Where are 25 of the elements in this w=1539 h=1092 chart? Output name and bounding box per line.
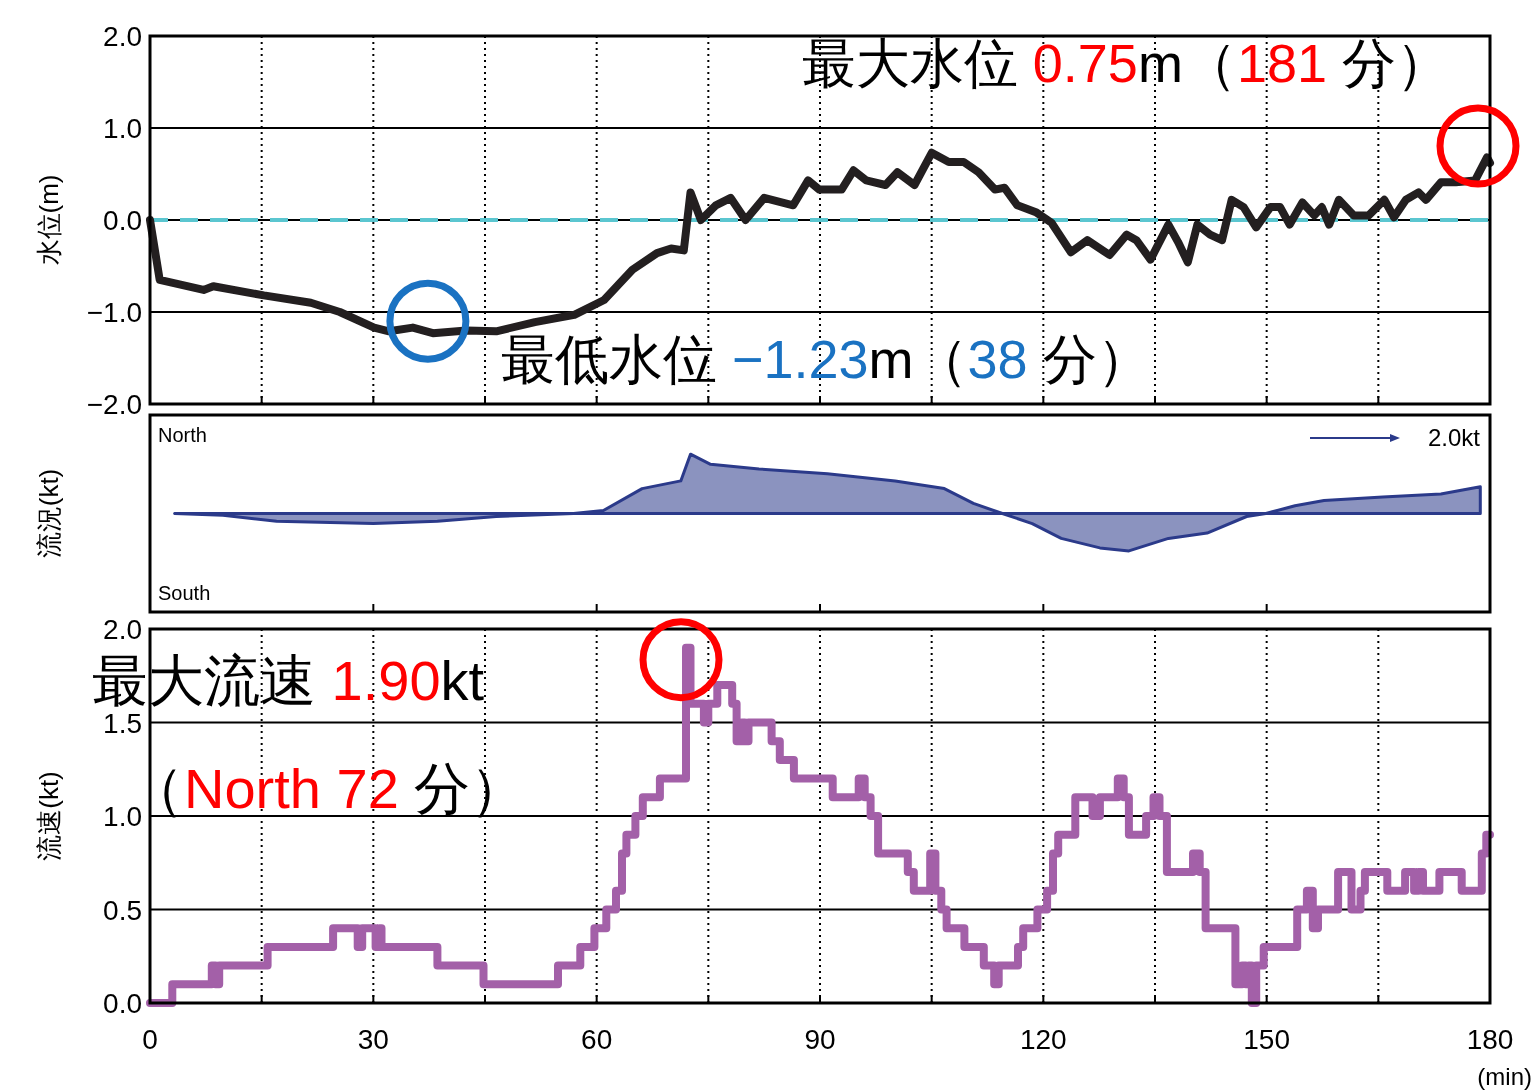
y-tick-label: 0.5 [103,894,142,926]
x-axis-title: (min) [1477,1063,1532,1090]
y-tick-label: 0.0 [103,988,142,1019]
y-axis-title: 流況(kt) [34,468,64,559]
annotation: 最低水位 −1.23m（38 分） [500,329,1151,389]
x-tick-label: 150 [1243,1024,1291,1055]
text: South [158,582,211,604]
x-tick-label: 30 [357,1024,389,1055]
x-tick-label: 180 [1466,1024,1514,1055]
x-tick-label: 90 [804,1024,836,1055]
text: 2.0kt [1427,424,1481,451]
y-tick-label: 2.0 [103,21,142,52]
y-tick-label: −1.0 [86,297,142,328]
y-tick-label: 2.0 [103,614,142,645]
y-tick-label: 0.0 [103,205,142,236]
x-tick-label: 60 [581,1024,613,1055]
y-axis-title: 流速(kt) [34,771,64,861]
text: North [158,424,207,446]
y-tick-label: −2.0 [86,389,142,420]
y-axis-title: 水位(m) [34,174,64,266]
x-tick-label: 120 [1019,1024,1067,1055]
y-tick-label: 1.0 [103,801,142,832]
x-tick-label: 0 [142,1024,158,1055]
y-tick-label: 1.0 [103,113,142,144]
annotation: 最大水位 0.75m（181 分） [801,33,1450,93]
